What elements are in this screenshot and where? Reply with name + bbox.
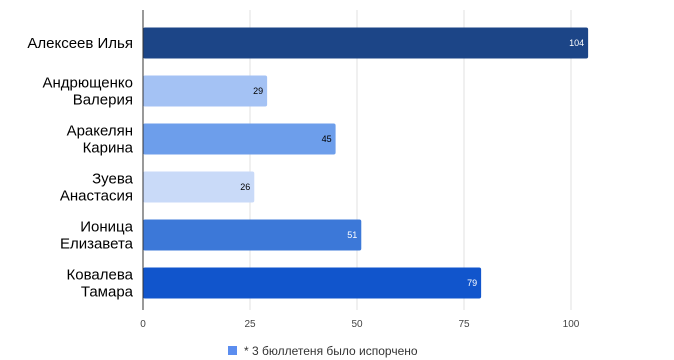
bars: 104 29 45 26 51 79 — [143, 27, 589, 299]
x-tick-label: 75 — [458, 319, 470, 330]
category-label: Зуева — [92, 171, 134, 188]
x-tick-label: 100 — [563, 319, 580, 330]
data-label: 29 — [253, 86, 263, 96]
data-label: 104 — [569, 38, 584, 48]
category-label: Аракелян — [67, 123, 133, 140]
legend-swatch — [228, 346, 237, 355]
bar — [143, 267, 482, 299]
category-label: Тамара — [81, 284, 134, 301]
bar — [143, 75, 268, 107]
category-label: Алексеев Илья — [27, 35, 133, 52]
data-label: 51 — [347, 230, 357, 240]
data-label: 79 — [467, 278, 477, 288]
bar — [143, 27, 589, 59]
x-tick-labels: 02550751001 — [140, 319, 580, 330]
legend-label: * 3 бюллетеня было испорчено — [244, 344, 418, 358]
legend: * 3 бюллетеня было испорчено — [228, 344, 418, 358]
category-label: Елизавета — [60, 236, 134, 253]
category-label: Андрющенко — [42, 75, 133, 92]
category-label: Анастасия — [60, 188, 133, 205]
bar — [143, 123, 336, 155]
data-label: 45 — [322, 134, 332, 144]
x-tick-label: 50 — [351, 319, 363, 330]
bar — [143, 219, 362, 251]
category-label: Валерия — [73, 92, 133, 109]
category-label: Карина — [83, 140, 134, 157]
gridlines — [249, 10, 572, 310]
category-label: Ковалева — [67, 267, 134, 284]
x-tick-label: 25 — [244, 319, 256, 330]
bar — [143, 171, 255, 203]
category-label: Ионица — [80, 219, 133, 236]
data-label: 26 — [240, 182, 250, 192]
x-tick-label: 0 — [140, 319, 146, 330]
